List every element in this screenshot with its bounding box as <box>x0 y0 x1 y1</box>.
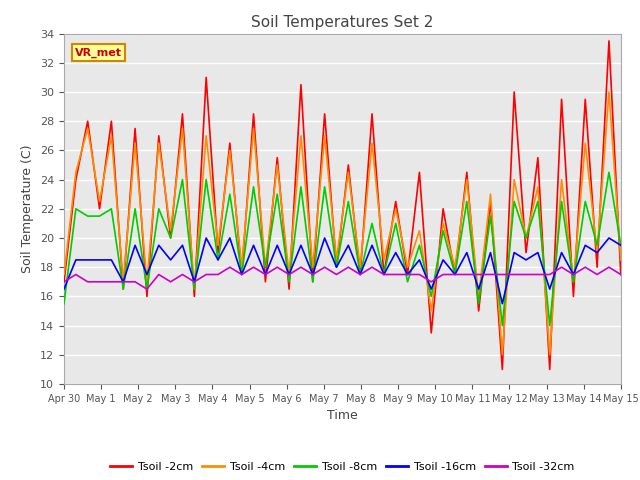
Text: VR_met: VR_met <box>75 48 122 58</box>
Y-axis label: Soil Temperature (C): Soil Temperature (C) <box>22 144 35 273</box>
Legend: Tsoil -2cm, Tsoil -4cm, Tsoil -8cm, Tsoil -16cm, Tsoil -32cm: Tsoil -2cm, Tsoil -4cm, Tsoil -8cm, Tsoi… <box>106 457 579 477</box>
Title: Soil Temperatures Set 2: Soil Temperatures Set 2 <box>252 15 433 30</box>
X-axis label: Time: Time <box>327 409 358 422</box>
